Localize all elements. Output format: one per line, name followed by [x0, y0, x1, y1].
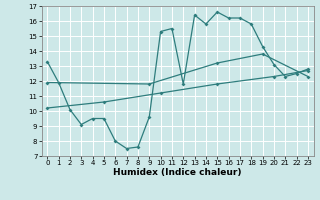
X-axis label: Humidex (Indice chaleur): Humidex (Indice chaleur)	[113, 168, 242, 177]
